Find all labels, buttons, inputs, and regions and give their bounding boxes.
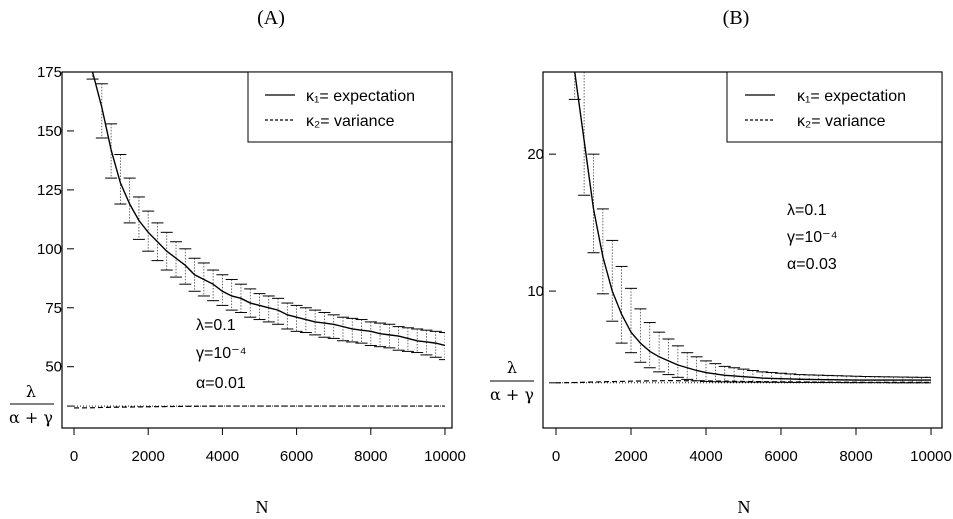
panel-b-fraction-denominator: α + γ (490, 385, 534, 404)
panel-a-x-tick-label: 6000 (280, 448, 313, 465)
panel-a-variance-line (74, 405, 445, 409)
panel-a-legend-expectation-label: κ₁= expectation (306, 88, 415, 105)
panel-a-param-gamma: γ=10⁻⁴ (196, 345, 247, 362)
panel-a-legend-variance-label: κ₂= variance (306, 113, 395, 130)
panel-b-legend: κ₁= expectation κ₂= variance (726, 71, 943, 143)
panel-b-x-tick-label: 4000 (689, 448, 722, 465)
panel-b-legend-variance-label: κ₂= variance (797, 113, 886, 130)
panel-a-x-tick-label: 4000 (206, 448, 239, 465)
panel-a: (A) 0 2000 4000 6000 8000 10000 50 75 100 125 150… (9, 7, 466, 517)
panel-a-y-tick-label: 175 (37, 64, 62, 81)
panel-b-x-tick-label: 6000 (764, 448, 797, 465)
panel-b-y-ticks: 10 20 (527, 146, 556, 384)
panel-a-y-tick-label: 75 (45, 300, 62, 317)
panel-a-x-tick-label: 8000 (354, 448, 387, 465)
panel-a-param-lambda: λ=0.1 (196, 317, 236, 334)
panel-a-y-tick-label: 150 (37, 123, 62, 140)
panel-b-fraction-numerator: λ (507, 358, 517, 377)
panel-a-x-tick-label: 0 (70, 448, 78, 465)
panel-b-y-tick-label: 20 (527, 146, 544, 163)
panel-b-param-alpha: α=0.03 (787, 256, 837, 273)
panel-a-x-tick-label: 10000 (424, 448, 466, 465)
panel-b-legend-expectation-label: κ₁= expectation (797, 88, 906, 105)
panel-b-x-tick-label: 0 (552, 448, 560, 465)
panel-a-expectation-line (91, 72, 445, 347)
panel-a-x-axis-label: N (256, 497, 269, 517)
panel-a-y-tick-label: 100 (37, 241, 62, 258)
panel-a-y-tick-label: 125 (37, 182, 62, 199)
panel-b-x-tick-label: 10000 (910, 448, 952, 465)
panel-b-legend-box (726, 71, 943, 143)
panel-b-expectation-line (574, 72, 931, 381)
panel-b-title: (B) (723, 7, 750, 29)
panel-a-x-tick-label: 2000 (132, 448, 165, 465)
panel-b-x-tick-label: 2000 (614, 448, 647, 465)
panel-a-x-ticks: 0 2000 4000 6000 8000 10000 (70, 428, 466, 465)
panel-b-plot-area (556, 72, 931, 384)
panel-b-data (556, 72, 931, 384)
panel-b-y-tick-label: 10 (527, 283, 544, 300)
panel-b-parameter-annotation: λ=0.1 γ=10⁻⁴ α=0.03 (787, 202, 838, 273)
panel-a-legend: κ₁= expectation κ₂= variance (247, 71, 453, 143)
panel-a-fraction-numerator: λ (26, 382, 36, 401)
panel-a-param-alpha: α=0.01 (196, 375, 246, 392)
panel-b: (B) 0 2000 4000 6000 8000 10000 10 20 N λ α + … (490, 7, 952, 517)
panel-a-legend-box (247, 71, 453, 143)
panel-b-x-tick-label: 8000 (839, 448, 872, 465)
panel-b-param-gamma: γ=10⁻⁴ (787, 229, 838, 246)
panel-a-title: (A) (257, 7, 285, 29)
panel-a-parameter-annotation: λ=0.1 γ=10⁻⁴ α=0.01 (196, 317, 247, 392)
panel-a-y-ticks: 50 75 100 125 150 175 (37, 64, 74, 407)
panel-a-plot-area (74, 72, 445, 409)
panel-b-x-ticks: 0 2000 4000 6000 8000 10000 (552, 428, 952, 465)
panel-b-param-lambda: λ=0.1 (787, 202, 827, 219)
panel-a-fraction-denominator: α + γ (9, 408, 53, 427)
panel-a-data (74, 72, 445, 409)
panel-b-x-axis-label: N (738, 497, 751, 517)
panel-b-variance-line (556, 380, 931, 384)
panel-a-y-tick-label: 50 (45, 359, 62, 376)
